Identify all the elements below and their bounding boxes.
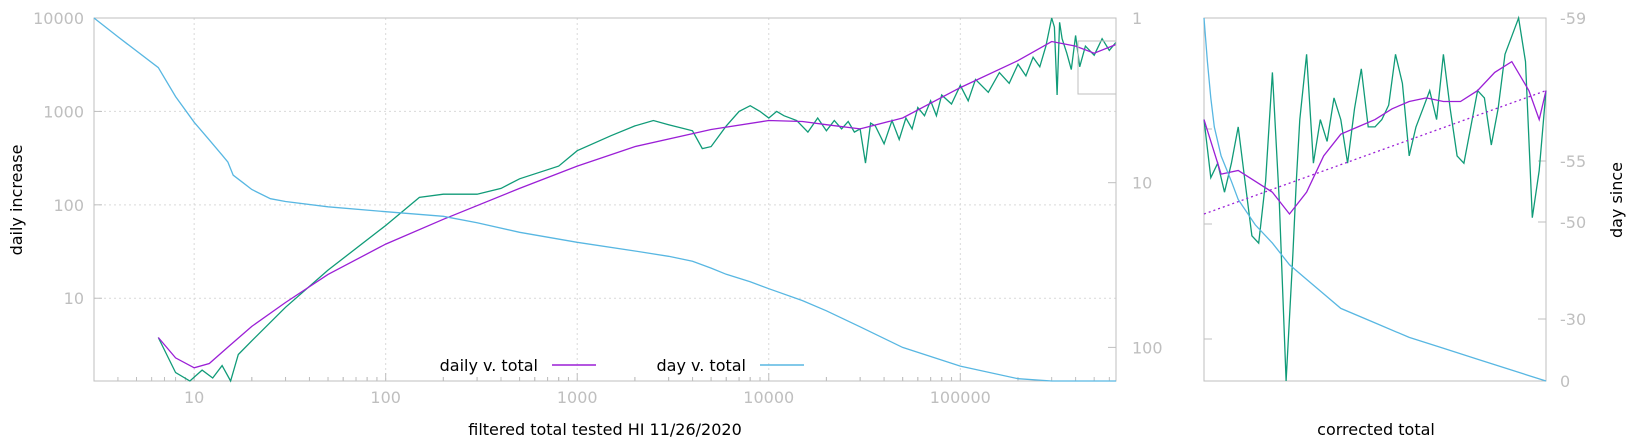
series-line-1 bbox=[157, 17, 1117, 383]
y-tick-label: 100 bbox=[53, 196, 84, 215]
inset-series bbox=[1203, 15, 1547, 382]
y2-tick-label: 100 bbox=[1132, 338, 1163, 357]
main-plot-frame bbox=[93, 17, 1117, 382]
legend: daily v. total day v. total bbox=[440, 356, 804, 375]
y-tick-label: 1000 bbox=[43, 102, 84, 121]
inset-y2-axis-label: day since bbox=[1607, 162, 1626, 238]
x-tick-label: 100 bbox=[370, 388, 401, 407]
y-tick-label: 10000 bbox=[33, 9, 84, 28]
main-x-axis-label: filtered total tested HI 11/26/2020 bbox=[468, 420, 742, 439]
legend-entry-daily-v-total: daily v. total bbox=[440, 356, 538, 375]
inset-series-line-1 bbox=[1203, 60, 1547, 216]
main-ticks: 10 100 1000 10000 100000 10000 1000 100 10 1 10 100 bbox=[33, 9, 1162, 407]
inset-series-line-2 bbox=[1203, 89, 1547, 215]
inset-x-axis-label: corrected total bbox=[1317, 420, 1435, 439]
inset-ticks: -59 -55 -50 -30 0 bbox=[1204, 9, 1586, 391]
y2-tick-label: 1 bbox=[1132, 9, 1142, 28]
y2-tick-label: 10 bbox=[1132, 174, 1152, 193]
x-tick-label: 10000 bbox=[743, 388, 794, 407]
inset-series-line-0 bbox=[1203, 15, 1547, 382]
main-y-axis-label: daily increase bbox=[7, 145, 26, 256]
main-series bbox=[93, 17, 1117, 383]
inset-y2-tick-label: -55 bbox=[1560, 152, 1586, 171]
main-plot: 10 100 1000 10000 100000 10000 1000 100 10 1 10 100… bbox=[7, 9, 1163, 439]
x-tick-label: 100000 bbox=[930, 388, 991, 407]
zoom-region-marker bbox=[1077, 40, 1117, 95]
inset-y2-tick-label: 0 bbox=[1560, 372, 1570, 391]
x-tick-label: 10 bbox=[184, 388, 204, 407]
y-tick-label: 10 bbox=[64, 289, 84, 308]
inset-y2-tick-label: -30 bbox=[1560, 310, 1586, 329]
inset-plot-frame bbox=[1203, 17, 1547, 382]
inset-series-line-3 bbox=[1203, 17, 1547, 382]
x-tick-label: 1000 bbox=[557, 388, 598, 407]
inset-y2-tick-label: -59 bbox=[1560, 9, 1586, 28]
series-line-2 bbox=[93, 17, 1116, 382]
legend-entry-day-v-total: day v. total bbox=[657, 356, 747, 375]
inset-plot: -59 -55 -50 -30 0 corrected total day since bbox=[1203, 9, 1626, 439]
main-grid bbox=[94, 17, 1116, 381]
inset-y2-tick-label: -50 bbox=[1560, 213, 1586, 232]
series-line-0 bbox=[157, 40, 1117, 369]
